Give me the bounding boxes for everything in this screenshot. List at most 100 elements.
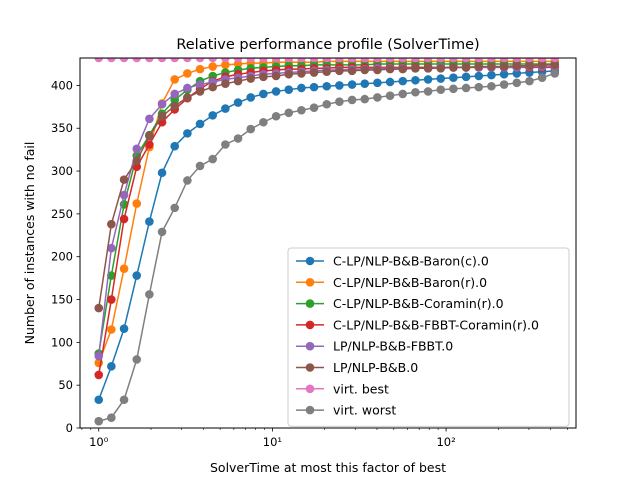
data-point (195, 161, 205, 171)
data-point (487, 70, 496, 80)
data-point (271, 87, 281, 96)
legend-swatch-marker (305, 299, 315, 308)
data-point (474, 71, 484, 81)
data-point (271, 71, 281, 81)
legend-item: LP/NLP-B&B.0 (296, 360, 418, 375)
data-point (94, 395, 104, 405)
data-point (271, 111, 281, 121)
data-point (537, 60, 547, 70)
data-point (398, 58, 408, 63)
legend-swatch-marker (305, 256, 315, 266)
data-point (107, 271, 116, 280)
data-point (373, 65, 382, 75)
data-point (132, 199, 142, 208)
data-point (550, 60, 560, 70)
plot-frame (79, 57, 577, 429)
data-point (499, 69, 509, 79)
legend-label: LP/NLP-B&B-FBBT.0 (333, 339, 453, 354)
y-tick-label: 350 (51, 121, 73, 135)
data-point (373, 78, 382, 88)
data-point (170, 75, 180, 84)
data-point (512, 58, 522, 63)
data-point (461, 63, 471, 72)
data-point (436, 74, 446, 83)
legend-swatch-marker (305, 405, 315, 415)
data-point (132, 144, 142, 154)
data-point (132, 156, 142, 166)
legend-item: virt. worst (296, 403, 396, 418)
data-point (259, 72, 268, 82)
legend-label: LP/NLP-B&B.0 (333, 360, 418, 375)
data-point (119, 264, 129, 273)
data-point (360, 58, 370, 63)
x-axis: 10⁰ 10¹ 10² (81, 428, 568, 449)
data-point (373, 58, 382, 63)
data-point (309, 103, 319, 112)
data-point (499, 62, 509, 71)
data-point (322, 81, 332, 91)
data-point (145, 58, 154, 63)
data-point (195, 64, 205, 74)
data-point (360, 65, 370, 75)
legend-swatch-marker (305, 341, 315, 351)
data-point (449, 63, 458, 72)
data-point (487, 58, 496, 63)
y-tick-label: 0 (66, 421, 73, 435)
x-tick-label: 10² (436, 435, 455, 449)
data-point (208, 62, 218, 71)
data-point (208, 58, 218, 63)
data-point (132, 58, 142, 63)
data-point (436, 58, 446, 63)
data-point (221, 79, 230, 88)
data-point (94, 351, 104, 361)
data-point (246, 124, 256, 134)
legend-item: virt. best (296, 381, 389, 396)
data-point (398, 64, 408, 74)
data-point (461, 83, 471, 93)
data-point (157, 227, 167, 237)
data-point (487, 81, 496, 91)
data-point (297, 105, 306, 115)
data-point (170, 89, 180, 99)
data-point (347, 66, 357, 76)
data-point (94, 303, 104, 313)
data-point (157, 58, 167, 63)
data-point (94, 416, 104, 426)
legend-label: C-LP/NLP-B&B-Coramin(r).0 (333, 296, 504, 311)
data-point (145, 131, 154, 141)
data-point (170, 101, 180, 111)
y-tick-label: 150 (51, 293, 73, 307)
legend-frame (287, 247, 570, 427)
data-point (94, 370, 104, 380)
data-point (436, 63, 446, 73)
data-point (309, 68, 319, 77)
data-point (246, 74, 256, 83)
data-point (309, 82, 319, 92)
data-point (157, 111, 167, 121)
data-point (145, 114, 154, 124)
data-point (94, 58, 104, 63)
data-point (221, 140, 230, 149)
data-point (183, 93, 192, 102)
data-point (449, 73, 458, 82)
data-point (195, 58, 205, 63)
data-point (360, 94, 370, 104)
data-point (119, 395, 129, 405)
data-point (398, 89, 408, 99)
data-point (297, 69, 306, 78)
data-point (233, 134, 243, 143)
data-point (347, 95, 357, 105)
data-point (208, 154, 218, 164)
data-point (170, 141, 180, 151)
data-point (385, 77, 395, 87)
y-tick-label: 200 (51, 250, 73, 264)
data-point (499, 80, 509, 89)
legend-label: virt. best (333, 381, 389, 396)
data-point (107, 295, 116, 304)
plot-area (94, 58, 560, 426)
y-axis: 0 50 100 150 200 250 300 350 400 (51, 78, 80, 435)
series-5 (94, 60, 560, 313)
y-tick-label: 50 (58, 378, 73, 392)
data-point (550, 58, 560, 63)
